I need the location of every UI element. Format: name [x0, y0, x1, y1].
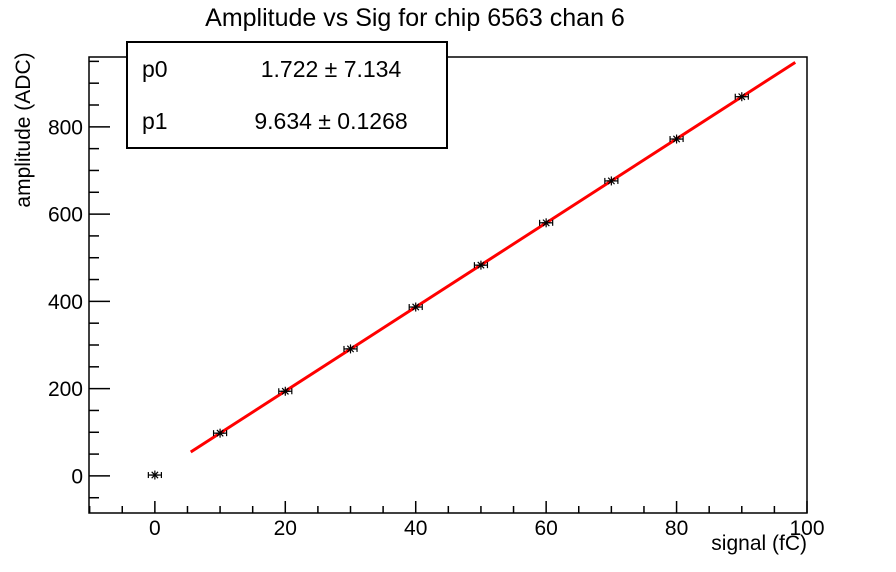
data-point [669, 134, 684, 144]
p0-value: 1.722 ± 7.134 [260, 55, 402, 82]
data-point [604, 176, 619, 186]
x-tick-label: 0 [149, 517, 161, 540]
y-tick-label: 0 [71, 465, 83, 488]
marker-arm [216, 429, 224, 437]
y-tick-label: 600 [48, 204, 83, 227]
data-point [408, 302, 423, 312]
axis-ticks: 0 20 40 60 80 100 0 200 400 600 800 [48, 60, 825, 540]
marker-arm [542, 219, 550, 227]
y-tick-label: 800 [48, 116, 83, 139]
x-tick-label: 100 [789, 517, 824, 540]
x-tick-label: 20 [274, 517, 297, 540]
marker-arm [281, 387, 289, 395]
marker-arm [477, 261, 485, 269]
p1-value: 9.634 ± 0.1268 [254, 107, 408, 134]
fit-stats-box: p0 1.722 ± 7.134 p1 9.634 ± 0.1268 [126, 41, 448, 149]
data-point [212, 428, 228, 438]
marker-arm [151, 471, 159, 479]
data-point [147, 470, 162, 480]
marker-arm [672, 135, 681, 143]
data-point [343, 344, 358, 354]
y-tick-label: 400 [48, 291, 83, 314]
p0-label: p0 [142, 55, 168, 82]
marker-arm [738, 93, 746, 101]
marker-arm [607, 177, 615, 185]
data-point [278, 386, 293, 396]
fit-line-layer [189, 61, 797, 454]
stats-row-p1: p1 9.634 ± 0.1268 [128, 95, 446, 147]
x-axis-title: signal (fC) [711, 532, 807, 555]
data-point [734, 92, 749, 102]
p1-label: p1 [142, 107, 168, 134]
x-tick-label: 60 [534, 517, 557, 540]
y-axis-title: amplitude (ADC) [12, 52, 35, 207]
data-point [473, 260, 489, 270]
chart-title: Amplitude vs Sig for chip 6563 chan 6 [205, 4, 625, 32]
data-points-layer [147, 92, 749, 480]
data-point [539, 218, 554, 228]
stats-row-p0: p0 1.722 ± 7.134 [128, 43, 446, 95]
x-tick-label: 80 [665, 517, 688, 540]
x-tick-label: 40 [404, 517, 427, 540]
marker-arm [346, 345, 355, 353]
marker-arm [412, 303, 420, 311]
fit-line [189, 61, 797, 454]
y-tick-label: 200 [48, 378, 83, 401]
